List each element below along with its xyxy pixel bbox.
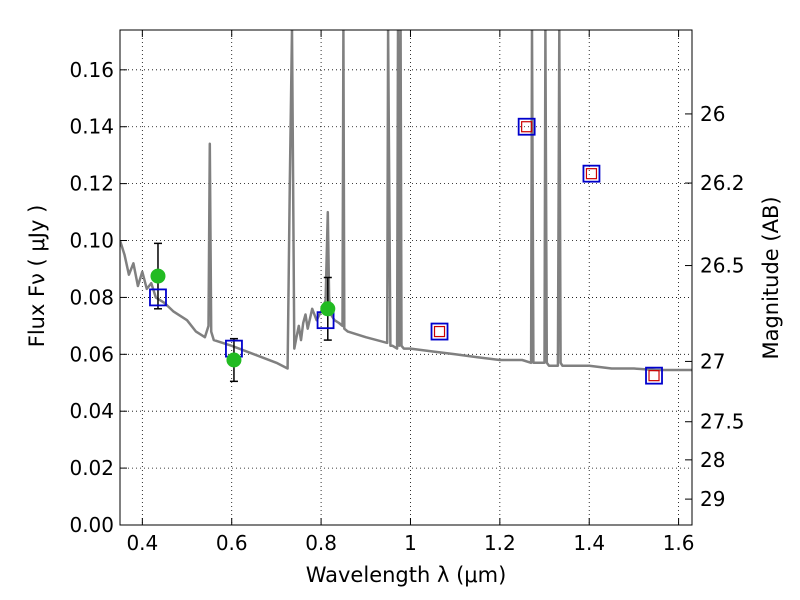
y2-tick-label: 26.2: [700, 171, 745, 195]
model-point-square: [582, 164, 601, 183]
x-tick-label: 0.4: [126, 531, 158, 555]
model-point-square: [430, 322, 449, 341]
observed-point: [226, 352, 242, 368]
model-spectrum-line: [120, 30, 692, 372]
y2-tick-label: 28: [700, 448, 725, 472]
x-axis-label: Wavelength λ (μm): [306, 563, 507, 587]
y2-tick-label: 27.5: [700, 410, 745, 434]
plot-frame: [119, 29, 693, 526]
y2-tick-label: 27: [700, 349, 725, 373]
inner-point-square: [433, 325, 446, 338]
x-tick-label: 1.2: [484, 531, 516, 555]
grid: [120, 30, 692, 526]
y-axis-label: Flux Fν ( μJy ): [25, 205, 49, 348]
observed-point: [150, 268, 166, 284]
y-tick-label: 0.06: [69, 342, 114, 366]
inner-point-square: [521, 121, 533, 133]
observed-point: [320, 301, 336, 317]
model-point-square: [149, 288, 167, 307]
y-tick-label: 0.10: [69, 229, 114, 253]
x-tick-label: 1: [404, 531, 417, 555]
y2-tick-label: 29: [700, 487, 725, 511]
x-tick-label: 1.6: [663, 531, 695, 555]
y-tick-label: 0.14: [69, 115, 114, 139]
y-tick-label: 0.16: [69, 58, 114, 82]
model-point-square: [645, 366, 663, 385]
x-tick-label: 0.8: [305, 531, 337, 555]
y2-tick-label: 26.5: [700, 254, 745, 278]
y-tick-label: 0.02: [69, 456, 114, 480]
y2-tick-label: 26: [700, 102, 725, 126]
x-tick-label: 1.4: [573, 531, 605, 555]
y-tick-label: 0.12: [69, 172, 114, 196]
inner-point-square: [648, 370, 660, 382]
x-tick-label: 0.6: [216, 531, 248, 555]
axes: 0.4 0.6 0.8 1 1.2 1.4 1.6 0.00 0.02 0.04 0.06 0.08 0…: [69, 29, 745, 555]
inner-point-square: [585, 168, 598, 180]
y-tick-label: 0.04: [69, 399, 114, 423]
y-tick-label: 0.00: [69, 513, 114, 537]
y2-axis-label: Magnitude (AB): [759, 196, 783, 359]
plot-area: [120, 30, 692, 385]
y-tick-label: 0.08: [69, 285, 114, 309]
model-point-square: [517, 117, 536, 136]
